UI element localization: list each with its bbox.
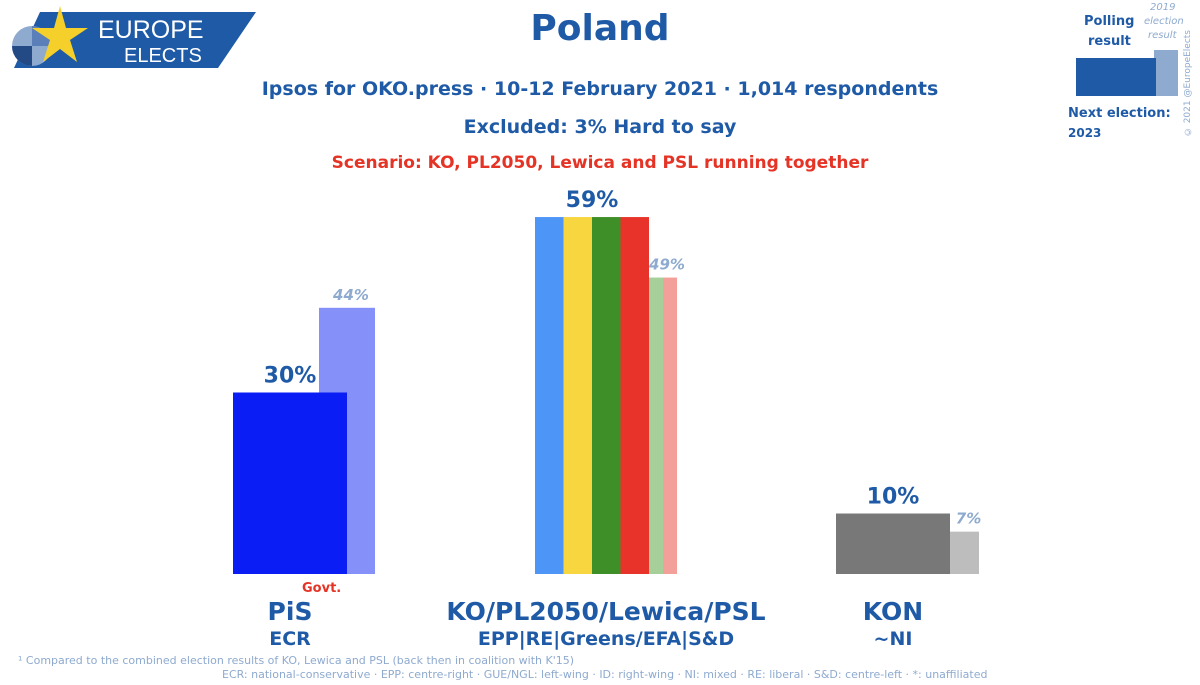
- legend-polling-label-1: Polling: [1084, 14, 1135, 29]
- star-icon: [32, 6, 88, 62]
- party-name-pis: PiS: [267, 597, 313, 626]
- party-name-ko-coalition: KO/PL2050/Lewica/PSL: [446, 597, 766, 626]
- scenario-line: Scenario: KO, PL2050, Lewica and PSL run…: [331, 153, 869, 173]
- page-title: Poland: [530, 8, 670, 49]
- prev-value-label: 7%: [956, 510, 981, 528]
- bar-chart: 44% 30% 49% 59% 7% 10%: [233, 188, 981, 575]
- legend-election-label-3: result: [1148, 30, 1177, 41]
- europe-elects-logo: EUROPE ELECTS: [12, 6, 256, 68]
- poll-bar-segment: [563, 217, 592, 575]
- prev-bar-segment: [950, 531, 979, 574]
- legend-election-label-2: election: [1144, 16, 1184, 27]
- source-line: Ipsos for OKO.press · 10-12 February 202…: [261, 78, 939, 100]
- party-group-pis: ECR: [269, 628, 311, 650]
- credit-text: © 2021 @EuropeElects: [1183, 30, 1193, 137]
- legend-next-election-label: Next election:: [1068, 106, 1171, 121]
- excluded-line: Excluded: 3% Hard to say: [463, 116, 737, 138]
- logo-banner: [14, 12, 256, 68]
- party-group-kon: ~NI: [873, 628, 913, 650]
- poll-value-label: 10%: [867, 485, 920, 510]
- logo-line2: ELECTS: [124, 45, 202, 67]
- party-name-kon: KON: [862, 597, 924, 626]
- poll-bar-segment: [592, 217, 621, 575]
- logo-line1: EUROPE: [98, 16, 204, 44]
- legend-polling-label-2: result: [1088, 34, 1131, 49]
- prev-bar-segment: [649, 277, 663, 574]
- legend-election-label-1: 2019: [1150, 2, 1176, 13]
- footnote-combined: ¹ Compared to the combined election resu…: [18, 654, 575, 667]
- prev-value-label: 44%: [332, 286, 369, 304]
- legend-election-swatch: [1154, 50, 1178, 96]
- poll-bar-segment: [535, 217, 564, 575]
- party-group-ko-coalition: EPP|RE|Greens/EFA|S&D: [477, 628, 735, 650]
- poll-value-label: 59%: [566, 188, 619, 213]
- logo-circle-segment: [12, 46, 32, 66]
- poll-bar-segment: [233, 392, 347, 574]
- legend: Polling result 2019 election result Next…: [1060, 0, 1200, 150]
- prev-value-label: 49%: [648, 256, 685, 274]
- prev-bar-segment: [663, 277, 677, 574]
- govt-marker: Govt.: [302, 581, 342, 596]
- legend-next-election-year: 2023: [1068, 126, 1102, 140]
- poll-bar-segment: [836, 513, 950, 574]
- footnote-groups: ECR: national-conservative · EPP: centre…: [222, 668, 988, 681]
- legend-poll-swatch: [1076, 58, 1156, 96]
- poll-value-label: 30%: [264, 364, 317, 389]
- poll-bar-segment: [620, 217, 649, 575]
